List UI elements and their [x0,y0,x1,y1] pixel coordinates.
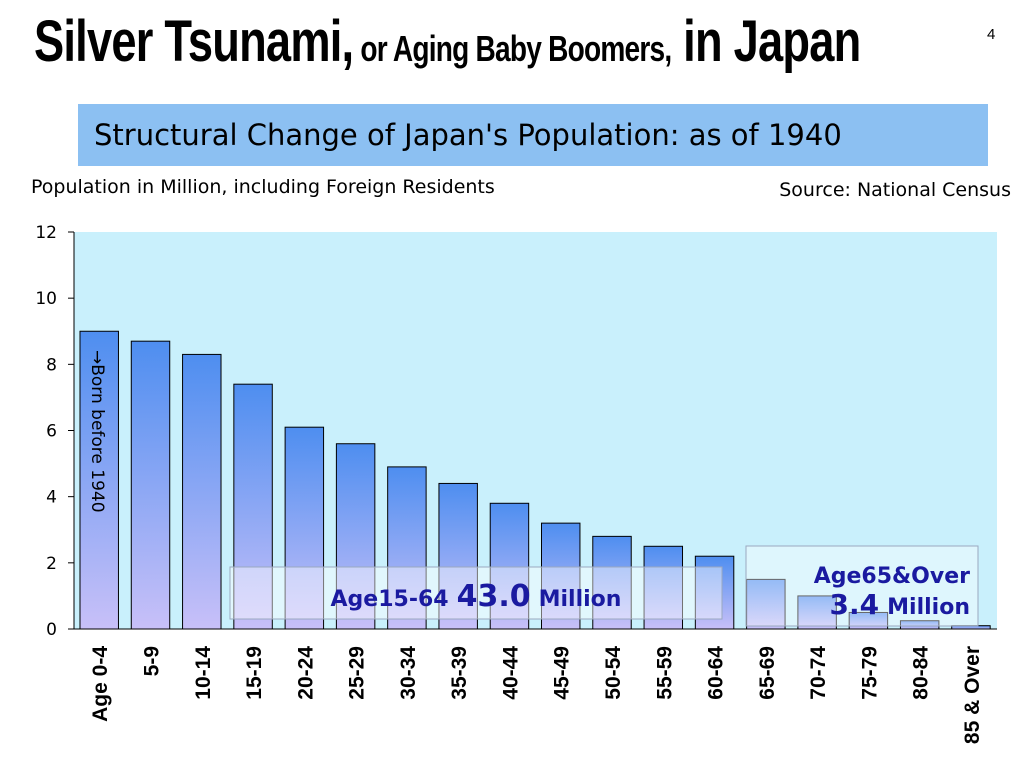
x-tick-label: 60-64 [705,646,728,700]
y-tick-label: 12 [35,223,57,243]
x-tick-label: 55-59 [653,646,676,700]
title-part-3: in Japan [671,9,861,74]
x-tick-label: 35-39 [448,646,471,700]
slide-title: Silver Tsunami, or Aging Baby Boomers, i… [34,8,861,75]
title-part-1: Silver Tsunami, [34,9,354,74]
x-tick-label: 40-44 [499,646,522,700]
bar-3 [233,383,273,630]
working-age-box [229,566,723,620]
x-tick-label: 75-79 [858,646,881,700]
title-part-2: or Aging Baby Boomers, [353,28,672,69]
population-caption: Population in Million, including Foreign… [31,176,495,198]
x-tick-label: 30-34 [397,646,420,700]
working-age-annotation: Age15-64 43.0 Million [331,579,622,614]
x-tick-label: 65-69 [756,646,779,700]
bar-9 [541,522,581,630]
x-tick-label: 50-54 [602,646,625,700]
bar-15 [848,611,889,630]
elderly-box [745,545,979,627]
y-tick-label: 8 [46,355,57,375]
x-tick-label: 5-9 [141,646,164,676]
bar-5 [335,443,376,630]
bar-7 [438,482,478,630]
bar-8 [489,502,530,630]
elderly-label: Age65&Over [814,564,970,589]
y-tick-label: 0 [46,620,57,640]
x-tick-label: 15-19 [243,646,266,700]
x-tick-label: 45-49 [551,646,574,700]
bar-14 [797,595,837,630]
elderly-value: 3.4 Million [830,588,970,621]
x-tick-label: 80-84 [910,646,933,700]
bar-12 [694,555,735,630]
bar-1 [130,340,171,630]
bar-0 [79,330,119,630]
y-tick-label: 10 [35,289,57,309]
x-tick-label: 25-29 [346,646,369,700]
subtitle-text: Structural Change of Japan's Population:… [94,118,842,152]
y-tick-label: 2 [46,554,57,574]
x-tick-label: 70-74 [807,646,830,700]
x-tick-label: 20-24 [294,646,317,700]
bar-2 [182,353,222,630]
x-tick-label: Age 0-4 [89,646,112,722]
x-tick-label: 10-14 [192,646,215,700]
bar-16 [899,620,940,630]
x-tick-label: 85 & Over [961,646,984,744]
y-tick-label: 4 [46,488,57,508]
bar-4 [284,426,325,630]
slide-number: 4 [987,26,996,43]
bar-11 [643,545,684,630]
y-tick-label: 6 [46,422,57,442]
bar-6 [387,466,427,630]
bar-10 [592,535,632,630]
source-label: Source: National Census [779,179,1011,201]
bar-13 [746,578,786,630]
subtitle-banner: Structural Change of Japan's Population:… [78,104,988,166]
born-before-note: →Born before 1940 [87,350,107,513]
plot-area [74,232,997,629]
